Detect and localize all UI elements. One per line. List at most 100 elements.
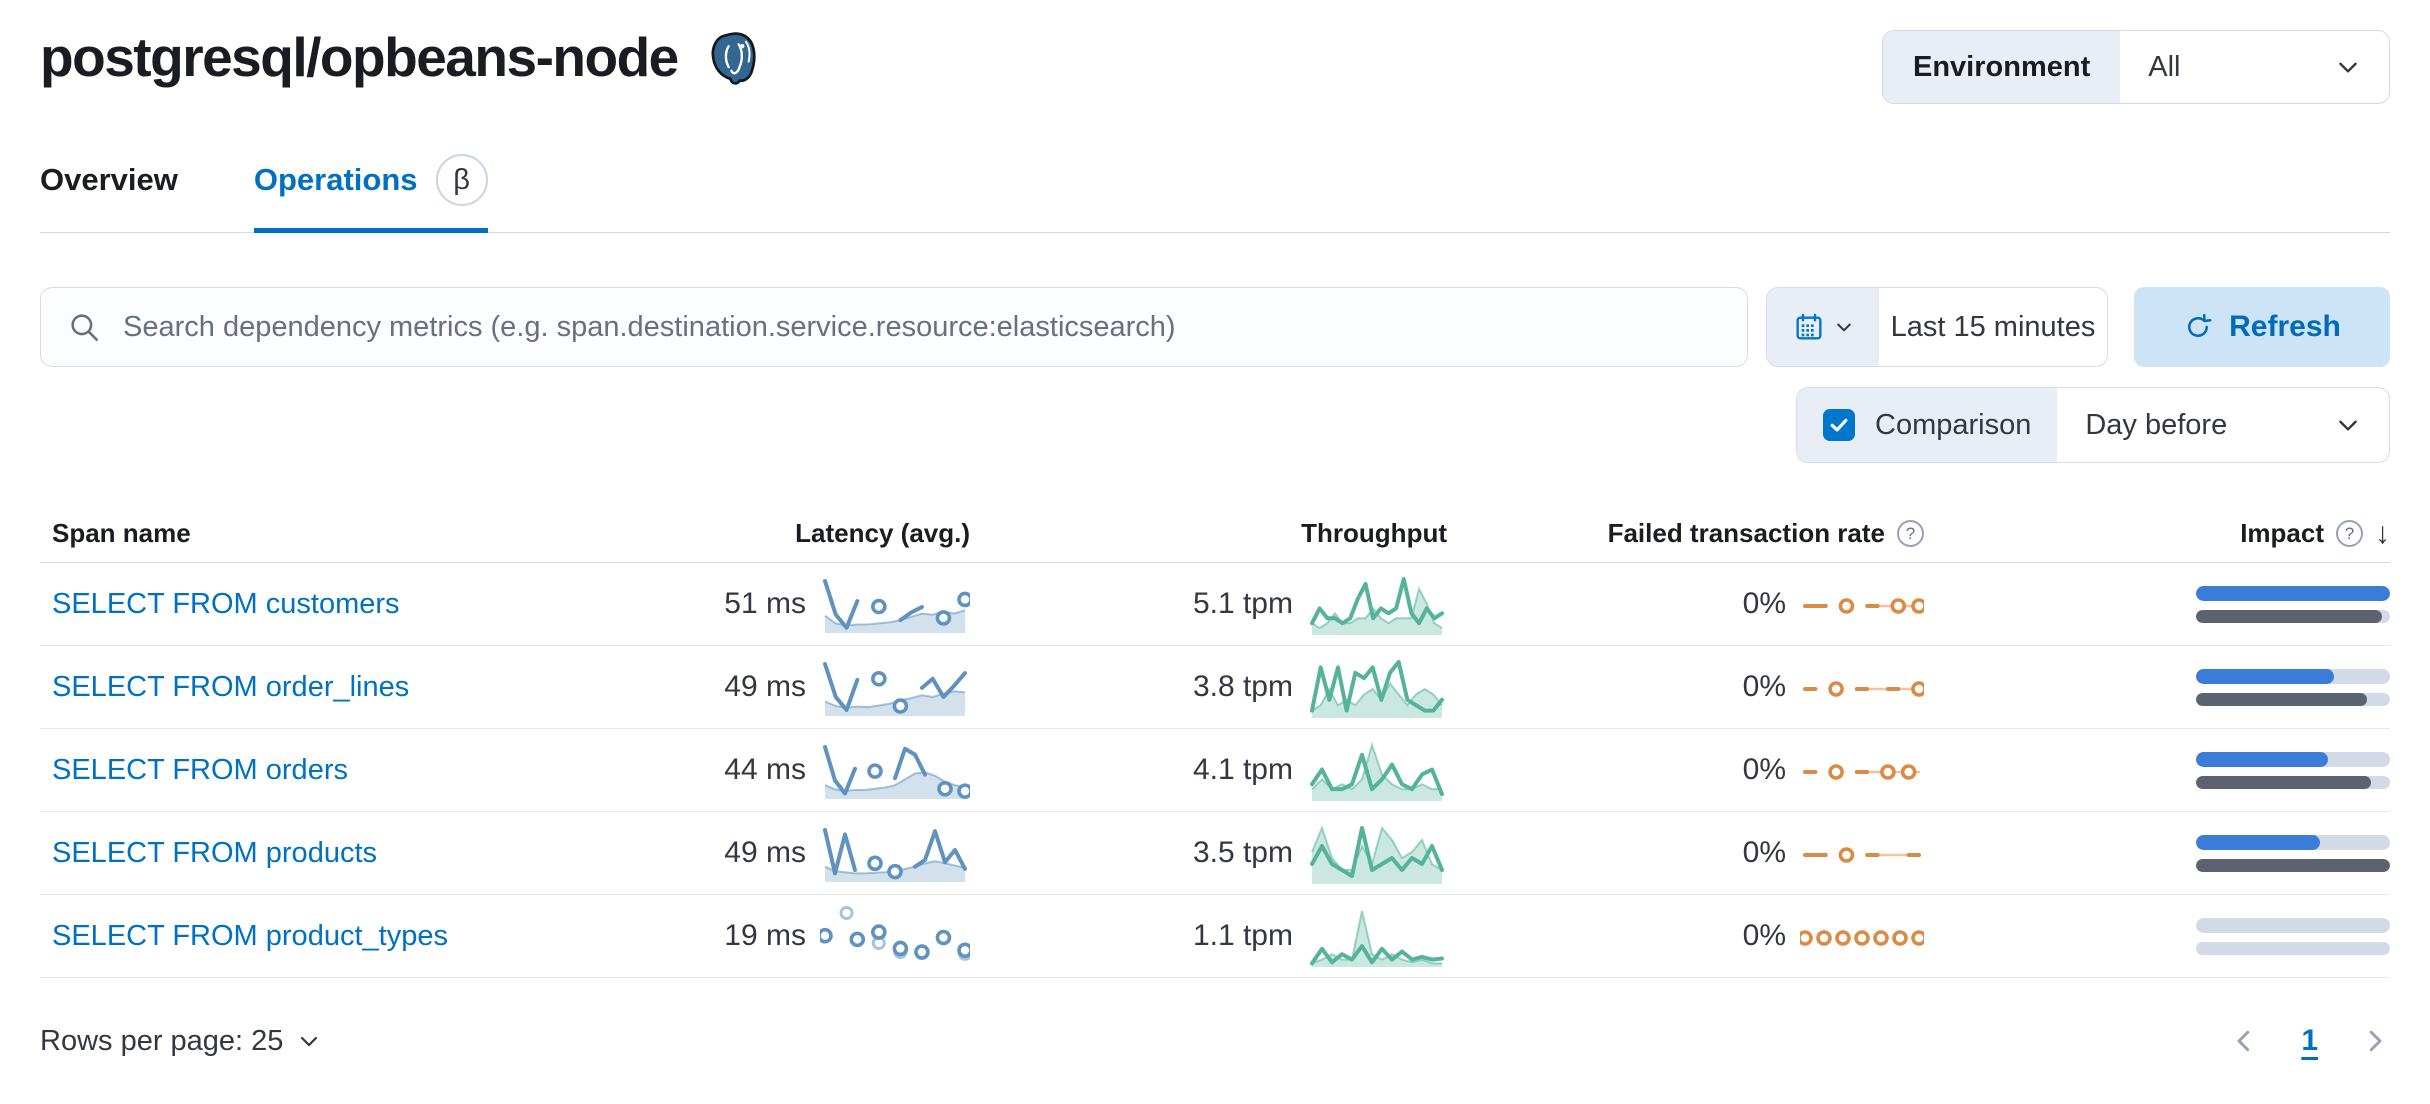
impact-bar-current [2196, 834, 2321, 850]
column-header-impact[interactable]: Impact ? ↓ [1924, 518, 2390, 549]
impact-bar-previous [2196, 609, 2383, 623]
impact-bar-current [2196, 585, 2390, 601]
latency-sparkline [823, 828, 967, 882]
throughput-sparkline [1310, 910, 1444, 967]
table-row: SELECT FROM customers 51 ms 5.1 tpm 0% [40, 563, 2390, 646]
failed-rate-value: 0% [1742, 919, 1786, 952]
throughput-value: 1.1 tpm [1192, 919, 1293, 952]
latency-value: 51 ms [724, 587, 806, 620]
latency-header-label: Latency (avg.) [795, 518, 970, 548]
environment-value[interactable]: All [2120, 31, 2389, 103]
calendar-icon [1795, 313, 1822, 340]
latency-value: 44 ms [724, 753, 806, 786]
failed-rate-header-label: Failed transaction rate [1607, 518, 1885, 548]
failed-rate-sparkline [1803, 598, 1924, 614]
search-box[interactable] [40, 287, 1748, 367]
tab-operations-label: Operations [253, 162, 418, 197]
time-range-label: Last 15 minutes [1890, 310, 2096, 343]
latency-sparkline [823, 745, 970, 799]
latency-value: 49 ms [724, 670, 806, 703]
search-icon [71, 314, 99, 342]
span-name-link[interactable]: SELECT FROM order_lines [52, 670, 410, 703]
question-info-icon: ? [2336, 520, 2363, 547]
chevron-left-icon [2237, 1030, 2250, 1052]
throughput-value: 3.5 tpm [1192, 836, 1293, 869]
failed-rate-value: 0% [1742, 753, 1786, 786]
column-header-span-name[interactable]: Span name [40, 518, 630, 549]
environment-label: Environment [1883, 31, 2121, 103]
table-row: SELECT FROM orders 44 ms 4.1 tpm 0% [40, 729, 2390, 812]
throughput-value: 5.1 tpm [1192, 587, 1293, 620]
impact-bar-current [2196, 751, 2328, 767]
search-input[interactable] [121, 309, 1721, 345]
impact-bars [2196, 751, 2390, 789]
latency-sparkline [820, 906, 970, 961]
check-icon [1830, 418, 1848, 432]
failed-rate-sparkline [1800, 930, 1924, 946]
column-header-latency[interactable]: Latency (avg.) [630, 518, 970, 549]
impact-bar-previous [2196, 858, 2390, 872]
time-range-value[interactable]: Last 15 minutes [1879, 288, 2107, 366]
tab-operations[interactable]: Operations β [253, 154, 488, 233]
page-number[interactable]: 1 [2301, 1024, 2318, 1057]
throughput-sparkline [1310, 660, 1444, 718]
impact-bar-previous [2196, 692, 2367, 706]
latency-sparkline [823, 579, 970, 633]
controls-row: Last 15 minutes Refresh [40, 287, 2390, 367]
failed-rate-value: 0% [1742, 587, 1786, 620]
throughput-value: 4.1 tpm [1192, 753, 1293, 786]
comparison-select[interactable]: Day before [2057, 388, 2389, 462]
question-info-icon: ? [1897, 520, 1924, 547]
span-name-header-label: Span name [52, 518, 191, 548]
chevron-down-icon [301, 1036, 318, 1047]
refresh-button[interactable]: Refresh [2134, 287, 2390, 367]
table-footer: Rows per page: 25 1 [40, 1004, 2390, 1078]
span-name-link[interactable]: SELECT FROM orders [52, 753, 348, 786]
table-body: SELECT FROM customers 51 ms 5.1 tpm 0% S… [40, 563, 2390, 978]
failed-rate-sparkline [1803, 764, 1921, 780]
next-page-button[interactable] [2360, 1026, 2390, 1056]
time-picker-quick-select[interactable] [1767, 288, 1879, 366]
throughput-sparkline [1310, 825, 1444, 884]
table-header: Span name Latency (avg.) Throughput Fail… [40, 505, 2390, 563]
refresh-label: Refresh [2229, 310, 2341, 343]
table-row: SELECT FROM products 49 ms 3.5 tpm 0% [40, 812, 2390, 895]
chevron-right-icon [2369, 1030, 2382, 1052]
span-name-link[interactable]: SELECT FROM customers [52, 587, 400, 620]
throughput-value: 3.8 tpm [1192, 670, 1293, 703]
comparison-checkbox[interactable] [1823, 409, 1855, 441]
rows-per-page-label: Rows per page: 25 [40, 1024, 284, 1057]
impact-bars [2196, 834, 2390, 872]
failed-rate-value: 0% [1742, 836, 1786, 869]
environment-select[interactable]: Environment All [1882, 30, 2390, 104]
page-header: postgresql/opbeans-node Environment All [40, 26, 2390, 104]
pagination: 1 [2229, 1024, 2390, 1058]
impact-bar-current [2196, 668, 2334, 684]
latency-value: 49 ms [724, 836, 806, 869]
comparison-label: Comparison [1875, 408, 2032, 441]
tab-overview-label: Overview [40, 162, 178, 197]
span-name-link[interactable]: SELECT FROM products [52, 836, 378, 869]
throughput-sparkline [1310, 577, 1444, 635]
impact-header-label: Impact [2240, 518, 2324, 548]
sort-desc-arrow-icon: ↓ [2375, 516, 2390, 550]
apm-dependency-operations-page: postgresql/opbeans-node Environment All … [40, 26, 2390, 1078]
column-header-throughput[interactable]: Throughput [970, 518, 1447, 549]
chevron-down-icon [2339, 420, 2357, 431]
impact-bar-previous [2196, 775, 2371, 789]
postgresql-elephant-icon [711, 31, 756, 85]
comparison-row: Comparison Day before [40, 387, 2390, 463]
rows-per-page-select[interactable]: Rows per page: 25 [40, 1025, 321, 1058]
column-header-failed-rate[interactable]: Failed transaction rate ? [1447, 518, 1924, 549]
throughput-header-label: Throughput [1301, 518, 1447, 548]
previous-page-button[interactable] [2229, 1026, 2259, 1056]
table-row: SELECT FROM order_lines 49 ms 3.8 tpm 0% [40, 646, 2390, 729]
failed-rate-sparkline [1803, 847, 1921, 863]
refresh-icon [2188, 313, 2212, 337]
comparison-group: Comparison Day before [1796, 387, 2390, 463]
span-name-link[interactable]: SELECT FROM product_types [52, 919, 448, 952]
table-row: SELECT FROM product_types 19 ms 1.1 tpm … [40, 895, 2390, 978]
tab-overview[interactable]: Overview [40, 154, 178, 232]
impact-bars [2196, 585, 2390, 623]
environment-selected-value: All [2148, 50, 2181, 83]
